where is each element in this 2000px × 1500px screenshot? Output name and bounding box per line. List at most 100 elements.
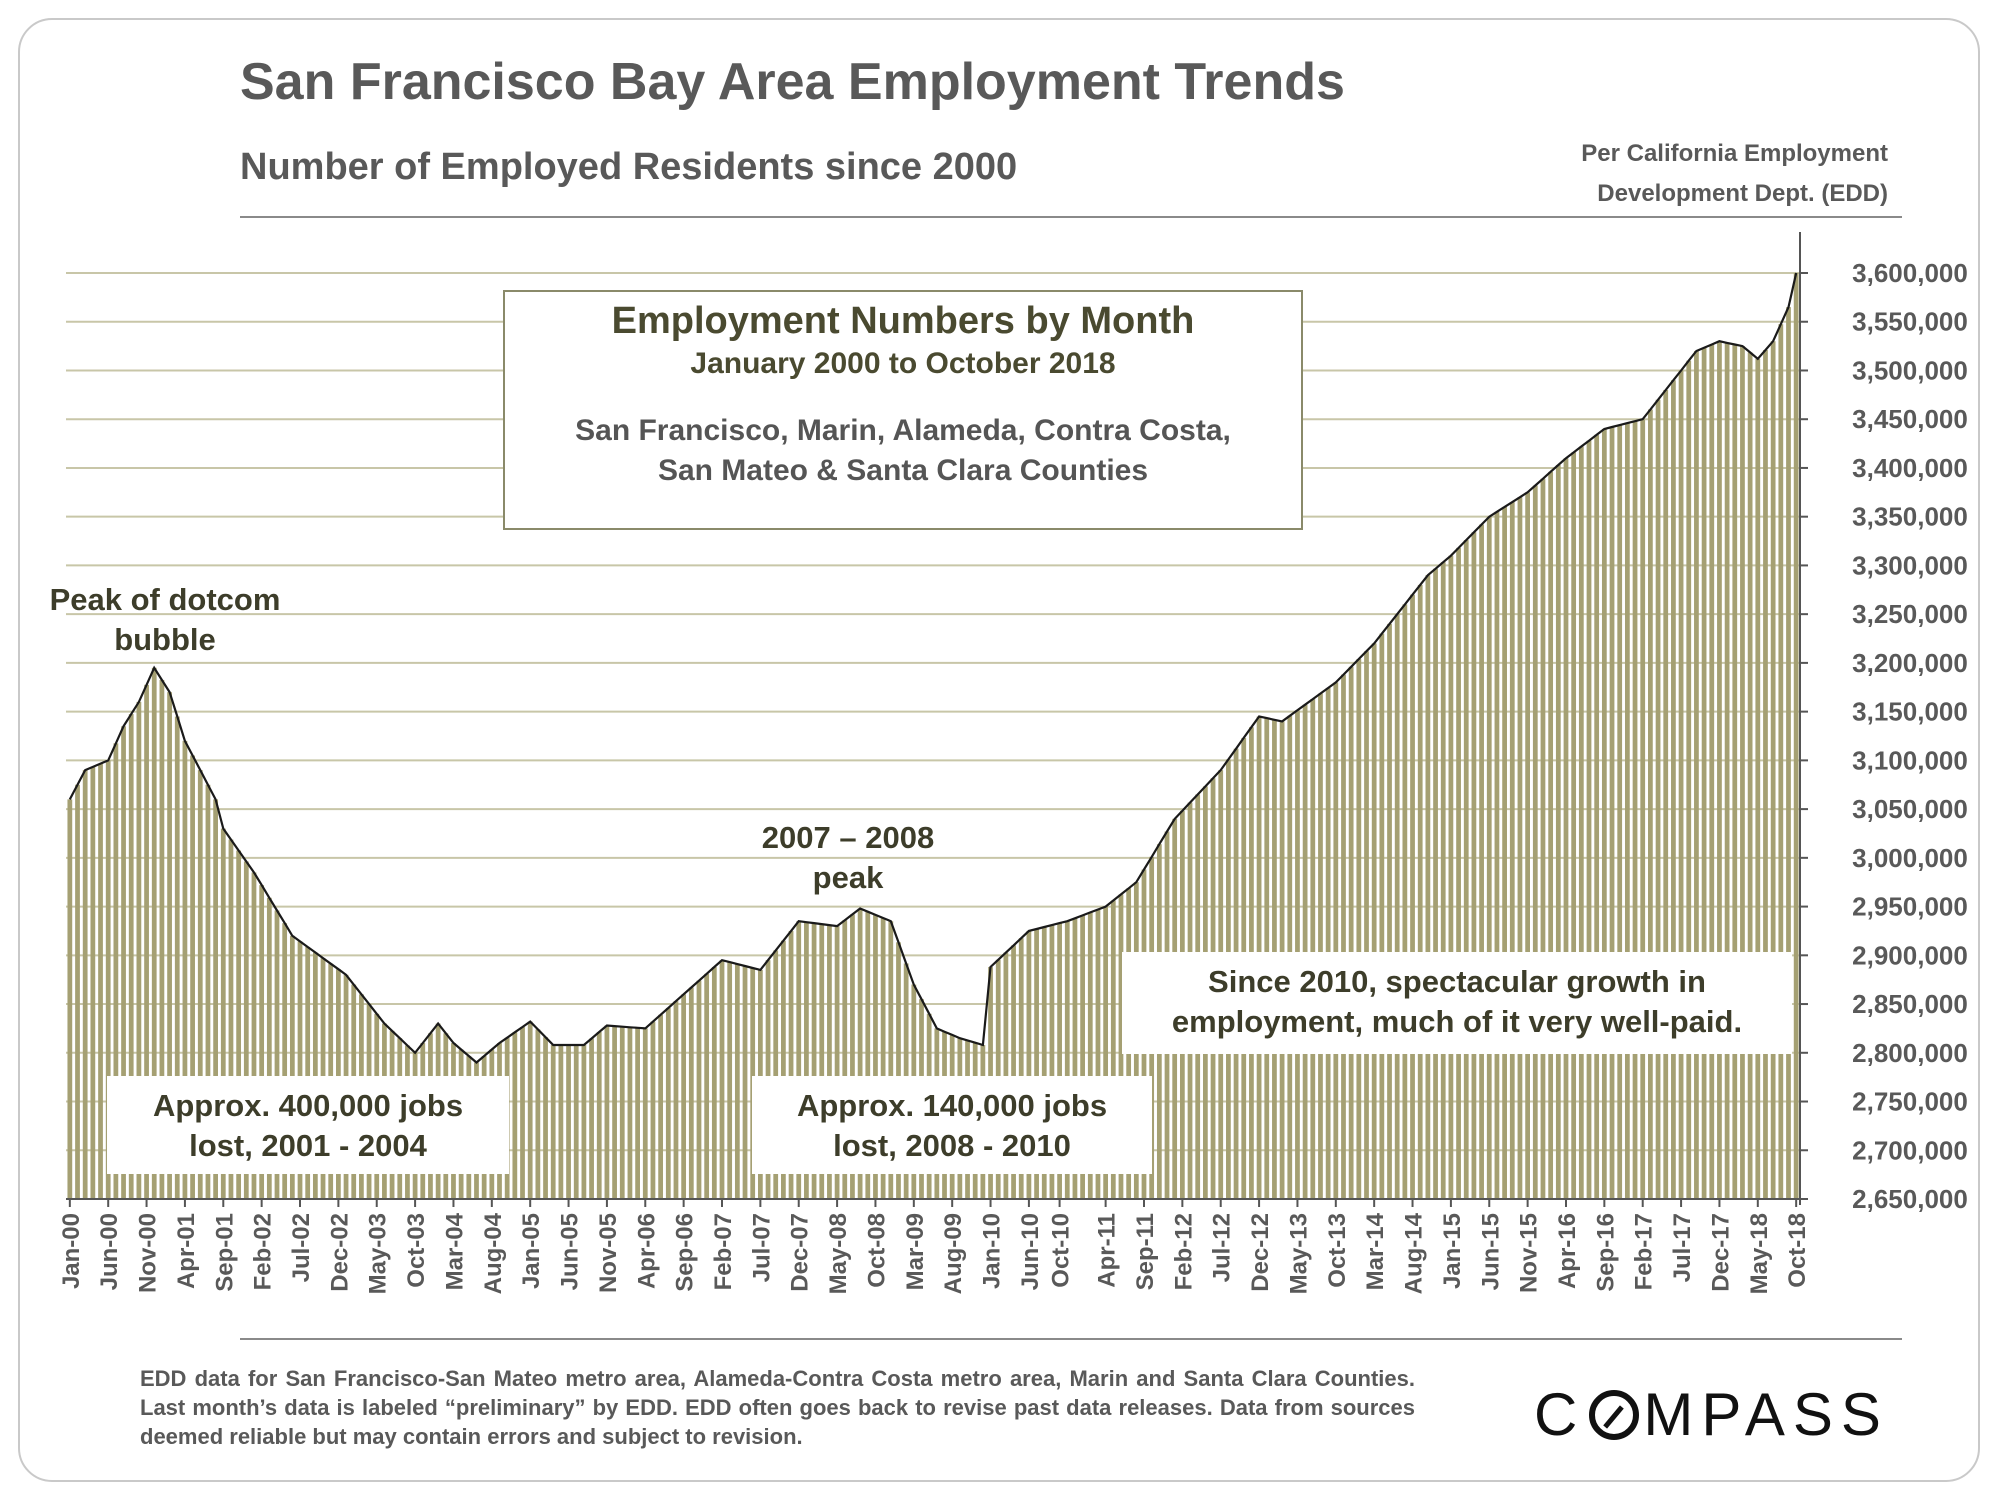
bar (1494, 511, 1500, 1199)
bar (520, 1026, 525, 1199)
y-tick-label: 3,200,000 (1852, 648, 1968, 678)
y-tick-label: 2,700,000 (1852, 1135, 1968, 1165)
y-tick-label: 2,800,000 (1852, 1038, 1968, 1068)
y-tick-label: 2,650,000 (1852, 1184, 1968, 1214)
bar (1356, 658, 1362, 1199)
bar (788, 930, 794, 1199)
x-tick-label: Oct-18 (1784, 1213, 1811, 1288)
x-tick-label: Jul-17 (1669, 1213, 1696, 1282)
x-tick-label: Jan-00 (58, 1213, 85, 1289)
y-tick-label: 3,550,000 (1852, 307, 1968, 337)
bar (1701, 347, 1707, 1199)
bar (1049, 925, 1055, 1199)
bar (1433, 568, 1438, 1199)
bar (627, 1027, 633, 1199)
x-tick-label: Jun-00 (96, 1213, 123, 1290)
x-tick-label: Apr-11 (1094, 1213, 1121, 1288)
bar (1686, 360, 1692, 1199)
bar (589, 1038, 594, 1199)
bar (734, 964, 740, 1199)
bar (1786, 307, 1791, 1199)
page-subtitle: Number of Employed Residents since 2000 (240, 146, 1018, 188)
bar (1302, 704, 1308, 1199)
bar (144, 684, 149, 1199)
x-tick-label: Dec-12 (1247, 1213, 1274, 1292)
bar (136, 701, 142, 1199)
bar (665, 1007, 671, 1199)
bar (1341, 674, 1346, 1199)
bar (1609, 427, 1615, 1199)
bar (888, 921, 894, 1199)
x-tick-label: Jan-10 (979, 1213, 1006, 1289)
bar (105, 760, 111, 1199)
y-tick-label: 2,900,000 (1852, 940, 1968, 970)
bar (1601, 428, 1607, 1199)
bar (182, 740, 188, 1199)
bar (742, 966, 748, 1199)
bar (1555, 465, 1561, 1199)
bar (681, 994, 687, 1199)
bar (535, 1029, 541, 1199)
y-tick-label: 3,500,000 (1852, 355, 1968, 385)
x-tick-label: Dec-07 (787, 1213, 814, 1292)
y-tick-label: 3,300,000 (1852, 550, 1968, 580)
bar (1072, 918, 1078, 1199)
bar (1548, 471, 1554, 1199)
bar (174, 716, 180, 1199)
bar (688, 987, 694, 1199)
bar (1586, 440, 1592, 1199)
annotation-growth-since-2010: Since 2010, spectacular growth in employ… (1122, 952, 1792, 1054)
x-tick-label: Feb-12 (1170, 1213, 1197, 1290)
bar (566, 1044, 571, 1199)
annotation-lost1-line-1: Approx. 400,000 jobs (152, 1088, 464, 1123)
x-tick-label: Nov-05 (595, 1213, 622, 1293)
bar (289, 935, 295, 1199)
y-tick-label: 3,050,000 (1852, 794, 1968, 824)
bar (1463, 540, 1469, 1199)
bar (159, 679, 165, 1199)
bar (1080, 915, 1085, 1199)
bar (1724, 342, 1730, 1199)
bar (220, 828, 226, 1199)
trend-line-layer (68, 272, 1798, 1064)
bar (842, 920, 848, 1199)
annotation-jobs-lost-2001: Approx. 400,000 jobs lost, 2001 - 2004 (107, 1076, 509, 1174)
bar (1348, 666, 1354, 1199)
x-tick-label: Jun-05 (557, 1213, 584, 1290)
annotation-lost2-line-1: Approx. 140,000 jobs (796, 1088, 1108, 1123)
bar (213, 799, 218, 1199)
bar (1402, 604, 1408, 1199)
x-tick-label: Feb-07 (710, 1213, 737, 1290)
bar (1425, 575, 1431, 1199)
x-tick-label: Oct-03 (403, 1213, 430, 1288)
bar (67, 799, 73, 1199)
page-title: San Francisco Bay Area Employment Trends (240, 53, 1345, 111)
x-tick-label: May-03 (365, 1213, 392, 1294)
bar (243, 861, 249, 1199)
bar (804, 922, 809, 1199)
x-tick-label: Feb-17 (1631, 1213, 1658, 1290)
bar (1694, 350, 1699, 1199)
bar (850, 914, 855, 1199)
logo-left: C (1534, 1381, 1586, 1448)
y-tick-label: 3,400,000 (1852, 453, 1968, 483)
bar (1678, 370, 1684, 1199)
bar (1747, 352, 1753, 1199)
x-tick-label: Jan-05 (518, 1213, 545, 1289)
x-tick-label: Dec-17 (1707, 1213, 1734, 1292)
bar (1371, 643, 1377, 1199)
legend-title: Employment Numbers by Month (611, 300, 1195, 342)
x-tick-label: Sep-06 (672, 1213, 699, 1292)
bar (1617, 425, 1623, 1199)
bar (635, 1027, 640, 1199)
bar (1624, 423, 1630, 1199)
annotation-lost2-line-2: lost, 2008 - 2010 (833, 1128, 1071, 1163)
bar (1709, 344, 1715, 1199)
bar (1057, 923, 1062, 1199)
bar (1394, 614, 1400, 1199)
bar (121, 726, 126, 1199)
annotation-dotcom-line-1: Peak of dotcom (49, 582, 281, 617)
source-line-2: Development Dept. (EDD) (1597, 180, 1888, 207)
y-tick-label: 3,150,000 (1852, 697, 1968, 727)
trend-line (68, 272, 1798, 1064)
